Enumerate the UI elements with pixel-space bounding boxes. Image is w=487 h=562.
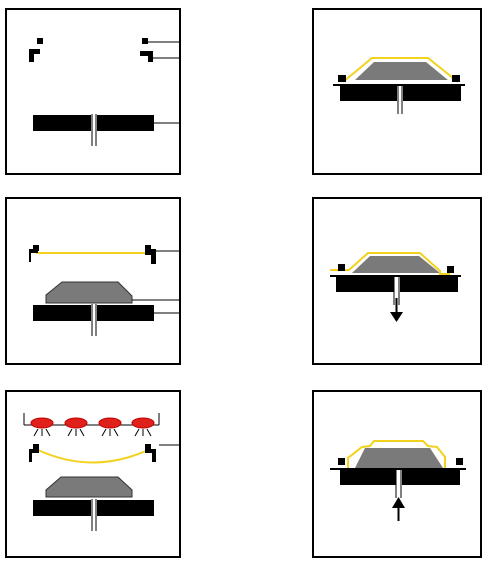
panel-step-2 [5,197,181,365]
mold [355,62,448,80]
clamp-left-top [33,245,39,251]
clamp-left [29,449,39,462]
clamp-top-left [37,38,43,44]
clamp-left [29,249,38,262]
platen-left [340,86,397,101]
clamp-left-top [33,444,39,449]
panel-step-1 [5,8,181,175]
panel-3-content [23,413,180,531]
platen-right [403,86,461,101]
clamp-right [456,458,463,465]
clamp-left [338,264,345,271]
platen-left [33,115,91,131]
clamp-left [338,458,345,465]
heater-element-icon [98,417,122,437]
panel-5-content [330,252,461,322]
plastic-film [347,440,446,468]
clamp-right [145,449,156,462]
clamp-right [145,249,156,264]
platen-right [97,500,154,516]
panel-1-content [29,38,180,146]
platen-left [33,500,91,516]
heater-element-icon [131,417,155,437]
panel-2-content [29,245,180,336]
platen-right [97,305,154,321]
clamp-right [447,266,454,273]
plastic-film [37,449,149,464]
up-arrow-icon [392,497,405,521]
mold [45,281,133,304]
panel-4-content [333,57,465,114]
clamp-bottom-left [29,49,40,62]
panel-step-3 [5,390,181,558]
clamp-bottom-right [140,51,153,62]
plastic-film [342,57,459,83]
platen-left [336,277,394,292]
platen-right [97,115,154,131]
heater-element-icon [30,417,54,437]
mold [355,448,443,468]
clamp-left [338,75,346,82]
platen-left [340,470,396,485]
clamp-right-top [145,444,151,449]
clamp-top-right [142,38,148,44]
heater-element-icon [64,417,88,437]
mold [45,476,133,498]
panel-6-content [330,440,466,521]
clamp-right [452,75,460,82]
clamp-right-top [145,245,151,251]
mold [352,256,440,273]
platen-left [33,305,91,321]
plastic-film [330,252,450,275]
down-arrow-icon [390,298,403,322]
platen-right [400,277,458,292]
platen-right [402,470,460,485]
